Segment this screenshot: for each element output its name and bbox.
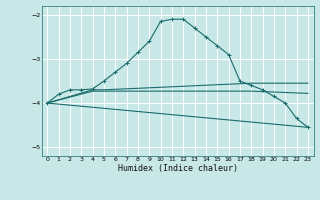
X-axis label: Humidex (Indice chaleur): Humidex (Indice chaleur): [118, 164, 237, 173]
